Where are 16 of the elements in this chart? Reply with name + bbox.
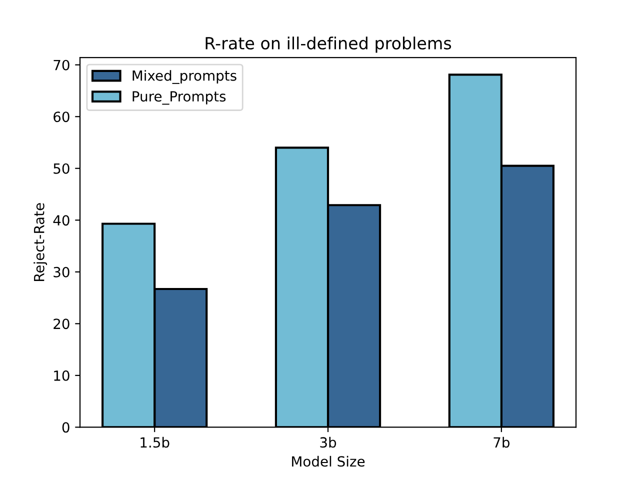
- y-axis-title: Reject-Rate: [34, 203, 48, 281]
- x-axis-title: Model Size: [292, 456, 365, 467]
- legend-label: Pure_Prompts: [132, 91, 226, 105]
- y-tick-label: 10: [54, 370, 70, 381]
- legend-label: Mixed_prompts: [132, 70, 236, 84]
- x-tick-label: 3b: [320, 436, 336, 448]
- y-tick-label: 70: [54, 60, 70, 70]
- y-tick-label: 40: [53, 215, 70, 226]
- x-tick-label: 7b: [494, 436, 510, 448]
- y-tick-label: 30: [54, 266, 70, 278]
- y-tick-label: 20: [54, 318, 70, 330]
- y-tick-label: 0: [62, 422, 70, 433]
- x-tick-label: 1.5b: [140, 436, 170, 448]
- chart-title: R-rate on ill-defined problems: [206, 36, 452, 53]
- y-tick-label: 50: [54, 163, 70, 174]
- y-tick-label: 60: [54, 112, 70, 122]
